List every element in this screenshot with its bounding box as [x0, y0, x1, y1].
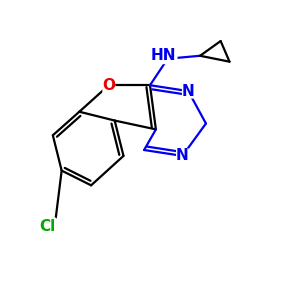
Text: Cl: Cl	[39, 219, 55, 234]
Text: O: O	[102, 78, 115, 93]
Text: HN: HN	[151, 48, 176, 63]
Text: N: N	[182, 84, 195, 99]
Text: N: N	[176, 148, 189, 164]
